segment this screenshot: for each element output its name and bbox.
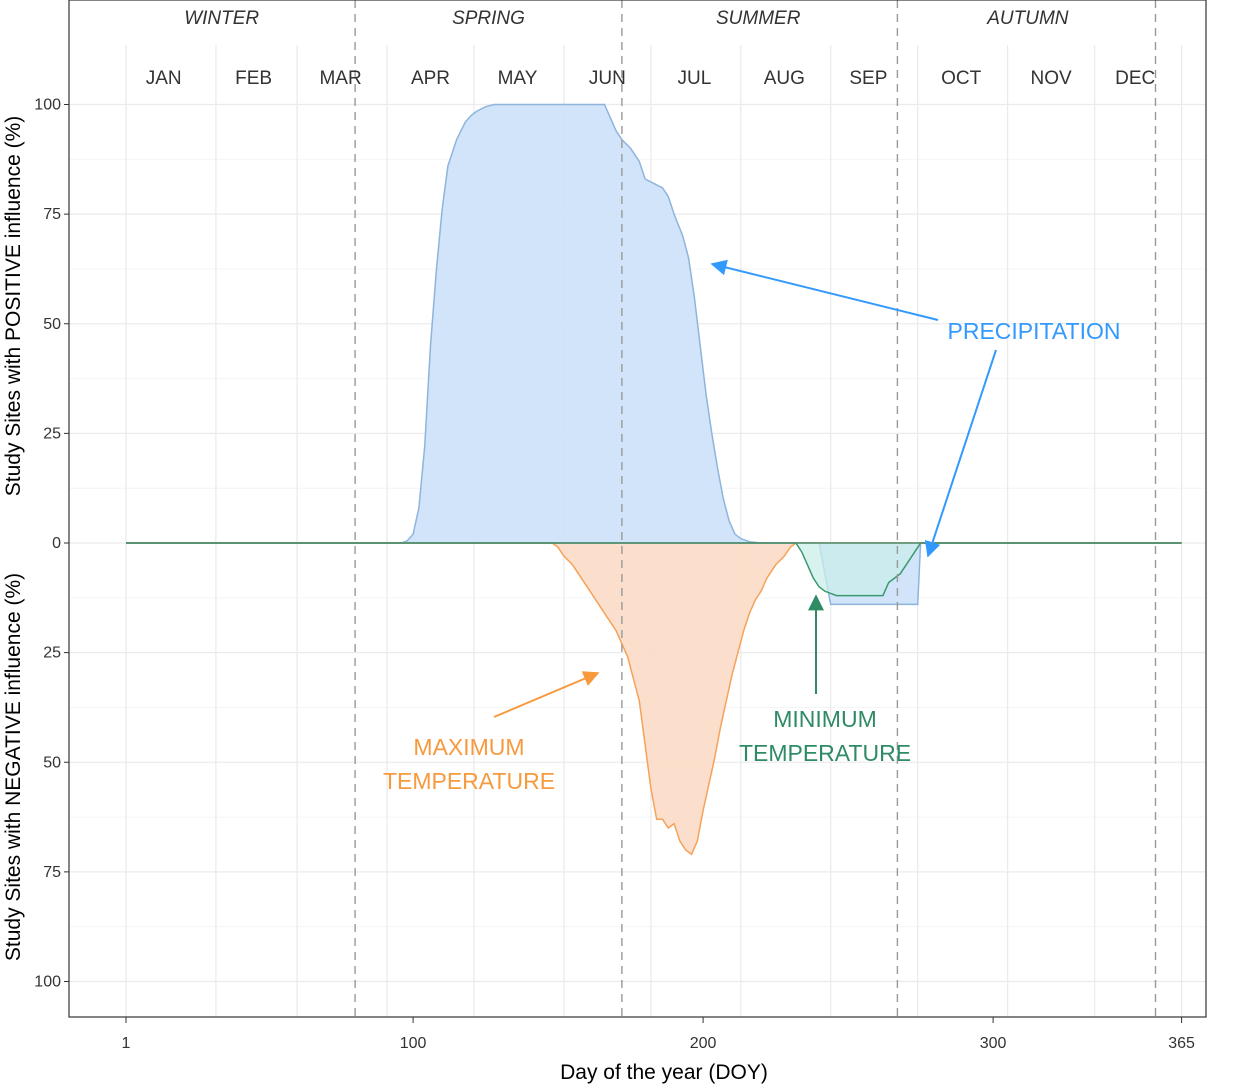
season-label: WINTER — [184, 8, 259, 29]
month-label: JUN — [589, 68, 626, 89]
x-axis-title: Day of the year (DOY) — [560, 1061, 768, 1084]
month-label: APR — [411, 68, 450, 89]
max-temperature-annotation-line: MAXIMUM — [413, 734, 524, 760]
y-tick-label: 75 — [43, 864, 61, 881]
month-label: DEC — [1115, 68, 1155, 89]
maximum-temperature-area — [126, 543, 1182, 855]
labels-layer: WINTER SPRING SUMMER AUTUMN JAN FEB MAR APR MAY J… — [2, 8, 1195, 1084]
min-temperature-annotation-line: TEMPERATURE — [739, 740, 911, 766]
max-temperature-arrow — [493, 671, 600, 718]
y-tick-label: 50 — [43, 316, 61, 333]
y-axis-title-negative: Study Sites with NEGATIVE influence (%) — [2, 573, 25, 961]
min-temperature-annotation-line: MINIMUM — [773, 706, 876, 732]
season-label: SPRING — [452, 8, 525, 29]
x-tick-label: 200 — [690, 1035, 717, 1052]
month-label: OCT — [941, 68, 982, 89]
areas-layer — [126, 103, 1182, 856]
y-tick-label: 25 — [43, 645, 61, 662]
month-label: JAN — [146, 68, 182, 89]
x-tick-label: 100 — [400, 1035, 427, 1052]
y-tick-label: 100 — [34, 974, 61, 991]
season-label: AUTUMN — [986, 8, 1069, 29]
precipitation-area — [126, 104, 1182, 605]
maximum-temperature-line — [126, 542, 1182, 856]
precipitation-arrow-lower — [924, 349, 997, 558]
month-label: JUL — [678, 68, 712, 89]
y-tick-label: 75 — [43, 206, 61, 223]
precipitation-line — [126, 103, 1182, 606]
month-label: FEB — [235, 68, 272, 89]
y-tick-label: 25 — [43, 425, 61, 442]
season-lines-layer — [354, 0, 1157, 1017]
x-tick-label: 365 — [1168, 1035, 1195, 1052]
minimum-temperature-line — [126, 542, 1182, 597]
y-tick-label: 0 — [52, 535, 61, 552]
x-tick-label: 300 — [980, 1035, 1007, 1052]
month-label: SEP — [849, 68, 887, 89]
month-label: NOV — [1031, 68, 1073, 89]
y-tick-label: 50 — [43, 754, 61, 771]
y-axis-title-positive: Study Sites with POSITIVE influence (%) — [2, 116, 25, 496]
month-label: AUG — [764, 68, 805, 89]
max-temperature-annotation-line: TEMPERATURE — [383, 768, 555, 794]
month-label: MAR — [319, 68, 361, 89]
annotations-layer: PRECIPITATION MAXIMUM TEMPERATURE MINIMUM TE… — [383, 259, 1121, 794]
plot-panel-border — [68, 0, 1207, 1018]
season-label: SUMMER — [716, 8, 801, 29]
precipitation-arrow-upper — [710, 259, 939, 321]
precipitation-annotation-label: PRECIPITATION — [948, 318, 1121, 344]
x-tick-label: 1 — [122, 1035, 131, 1052]
month-label: MAY — [498, 68, 538, 89]
y-tick-label: 100 — [34, 97, 61, 114]
